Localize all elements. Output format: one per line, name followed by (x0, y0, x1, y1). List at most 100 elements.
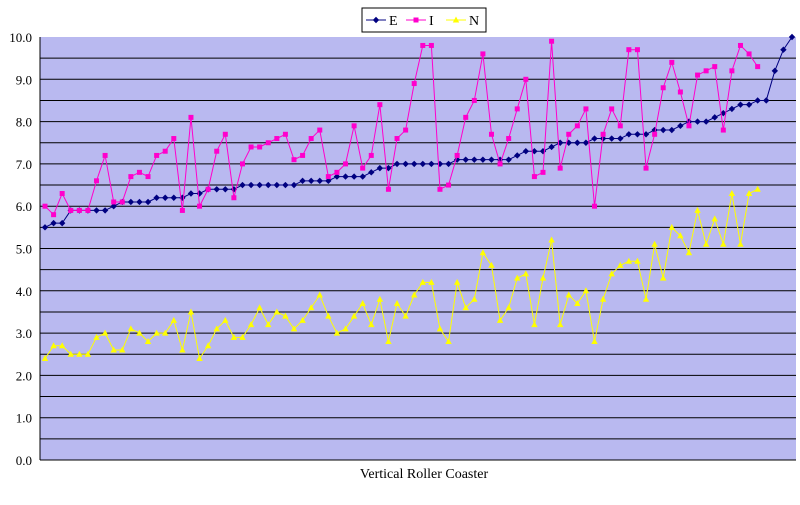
data-point-n (660, 274, 667, 281)
data-point-e (608, 135, 615, 142)
data-point-i (205, 186, 211, 192)
data-point-i (385, 186, 391, 192)
data-point-n (136, 329, 143, 336)
data-point-n (728, 190, 736, 197)
data-point-i (351, 123, 357, 129)
data-point-i (549, 38, 555, 44)
data-point-e (660, 126, 667, 134)
data-point-i (154, 152, 160, 158)
data-point-i (634, 47, 640, 53)
data-point-n (179, 346, 186, 353)
series-line-e (44, 36, 793, 228)
y-tick-label: 1.0 (16, 411, 32, 426)
data-point-n (531, 321, 538, 328)
data-point-n (153, 329, 160, 336)
data-point-i (239, 161, 245, 167)
data-point-e (651, 126, 658, 134)
data-point-i (506, 136, 512, 142)
data-point-i (695, 72, 701, 78)
data-point-e (642, 131, 650, 138)
data-point-e (101, 207, 109, 214)
data-point-n (428, 278, 435, 285)
data-point-n (419, 278, 426, 285)
data-point-n (402, 312, 409, 319)
data-point-n (496, 316, 504, 323)
data-point-e (342, 173, 349, 180)
data-point-i (102, 152, 108, 158)
data-point-i (652, 131, 658, 137)
data-point-n (256, 304, 263, 311)
data-point-e (393, 160, 401, 168)
data-point-e (402, 160, 409, 168)
x-axis-title: Vertical Roller Coaster (360, 467, 489, 482)
data-point-i (531, 174, 537, 180)
data-point-i (540, 169, 546, 175)
data-point-n (84, 350, 92, 357)
data-point-n (685, 249, 693, 256)
data-point-n (411, 291, 418, 298)
data-point-e (282, 181, 289, 189)
data-point-n (608, 270, 615, 277)
data-point-i (265, 140, 271, 146)
legend-label-i: I (429, 14, 434, 29)
data-point-i (454, 152, 460, 158)
data-point-e (187, 190, 195, 197)
data-point-n (342, 325, 349, 332)
data-point-n (222, 316, 229, 323)
data-point-e (591, 135, 598, 142)
data-point-i (377, 102, 383, 108)
data-point-e (316, 177, 323, 185)
data-point-n (599, 295, 607, 302)
data-point-n (634, 257, 641, 264)
data-point-e (788, 33, 796, 41)
data-point-n (76, 350, 83, 357)
data-point-n (582, 287, 590, 294)
data-point-i (583, 106, 589, 112)
data-point-n (170, 316, 177, 323)
data-point-e (771, 67, 779, 75)
data-point-e (462, 156, 469, 163)
series-i (42, 38, 761, 218)
y-tick-label: 6.0 (16, 199, 32, 214)
data-point-n (574, 299, 581, 306)
data-point-i (343, 161, 349, 167)
legend-marker-i (413, 17, 419, 23)
data-point-n (307, 304, 315, 311)
data-point-i (171, 136, 177, 142)
data-point-e (256, 181, 263, 189)
data-point-i (394, 136, 400, 142)
data-point-i (51, 212, 57, 218)
data-point-i (737, 42, 743, 48)
data-point-n (591, 338, 598, 345)
data-point-n (514, 274, 521, 281)
data-point-e (247, 181, 255, 189)
data-point-e (153, 194, 160, 201)
data-point-e (617, 135, 624, 142)
data-point-e (127, 198, 135, 206)
data-point-n (625, 257, 633, 264)
data-point-e (625, 131, 633, 138)
data-point-n (393, 299, 401, 306)
data-point-n (376, 295, 384, 302)
data-point-i (68, 207, 74, 213)
data-point-i (111, 199, 117, 205)
data-point-i (686, 123, 692, 129)
data-point-e (136, 198, 143, 206)
data-point-e (307, 177, 315, 185)
data-point-i (360, 165, 366, 171)
data-point-n (239, 333, 246, 340)
data-point-e (110, 203, 117, 210)
data-point-n (41, 354, 49, 361)
data-point-n (565, 291, 572, 298)
data-point-i (94, 178, 100, 184)
data-point-n (737, 240, 744, 247)
data-point-e (350, 173, 358, 180)
data-point-i (59, 191, 65, 197)
series-group (41, 33, 796, 361)
data-point-i (145, 174, 151, 180)
data-point-e (677, 122, 684, 130)
data-point-i (248, 144, 254, 150)
data-point-n (325, 312, 332, 319)
data-point-i (128, 174, 134, 180)
